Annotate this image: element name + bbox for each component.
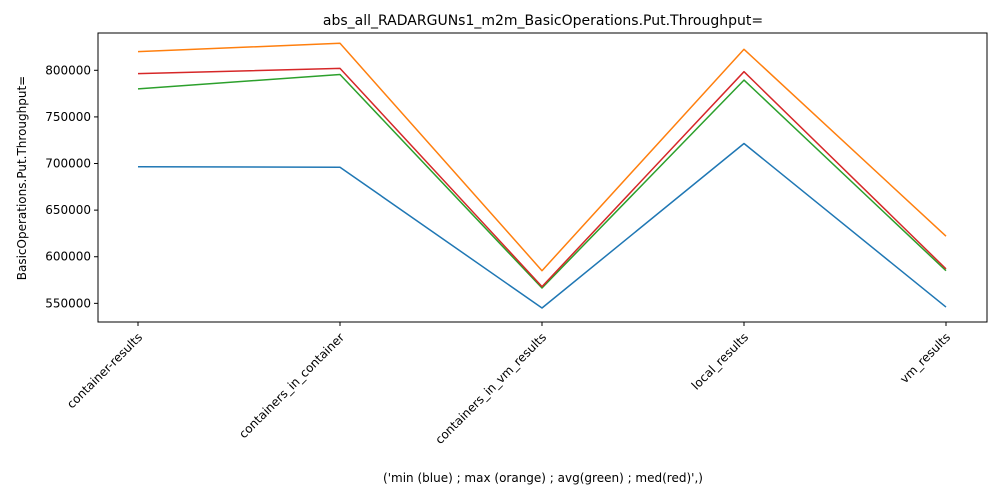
x-tick-label: vm_results bbox=[897, 330, 953, 386]
y-tick-label: 750000 bbox=[45, 110, 91, 124]
y-axis: 550000 600000 650000 700000 750000 800000 bbox=[45, 63, 98, 310]
y-axis-label: BasicOperations.Put.Throughput= bbox=[15, 76, 29, 280]
x-axis-label: ('min (blue) ; max (orange) ; avg(green)… bbox=[383, 471, 703, 485]
plot-frame bbox=[97, 32, 988, 323]
chart-title: abs_all_RADARGUNs1_m2m_BasicOperations.P… bbox=[323, 13, 763, 29]
series-line-3 bbox=[137, 67, 947, 288]
y-tick-label: 650000 bbox=[45, 203, 91, 217]
x-tick-label: container-results bbox=[64, 330, 145, 411]
y-tick-label: 800000 bbox=[45, 63, 91, 77]
series-line-2 bbox=[137, 73, 947, 289]
series-lines bbox=[137, 42, 947, 309]
x-tick-label: local_results bbox=[689, 330, 751, 392]
x-axis: container-results containers_in_container… bbox=[64, 322, 953, 447]
x-tick-label: containers_in_vm_results bbox=[432, 330, 549, 447]
y-tick-label: 700000 bbox=[45, 157, 91, 171]
series-line-0 bbox=[137, 142, 947, 309]
y-tick-label: 600000 bbox=[45, 250, 91, 264]
x-tick-label: containers_in_container bbox=[236, 330, 347, 441]
series-line-1 bbox=[137, 42, 947, 272]
y-tick-label: 550000 bbox=[45, 296, 91, 310]
